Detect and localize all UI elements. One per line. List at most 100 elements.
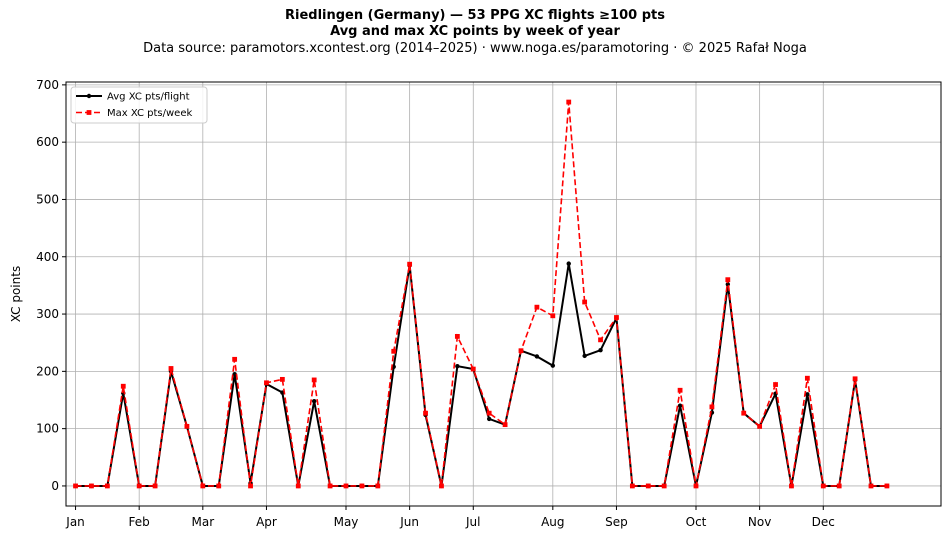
data-point [104, 483, 110, 489]
data-point [120, 383, 126, 389]
legend-label: Max XC pts/week [107, 108, 192, 119]
chart-title: Riedlingen (Germany) — 53 PPG XC flights… [285, 8, 665, 23]
series-layer [73, 99, 890, 489]
data-point [136, 483, 142, 489]
data-point [89, 483, 94, 489]
data-point [677, 387, 683, 393]
x-tick-label-jul: Jul [465, 515, 480, 529]
plot-frame [65, 81, 942, 507]
data-point [343, 483, 349, 489]
y-tick-label: 100 [36, 422, 59, 436]
data-point [820, 483, 826, 489]
y-tick-label: 400 [36, 250, 59, 264]
data-point [295, 483, 301, 489]
data-point [693, 483, 699, 489]
data-point [852, 376, 858, 382]
y-tick-label: 300 [36, 307, 59, 321]
data-point [804, 375, 810, 381]
data-point [454, 334, 460, 339]
x-axis-ticks: Jan Feb Mar Apr May Jun Jul Aug Sep Oct Nov Dec [65, 506, 835, 529]
data-point [661, 483, 667, 489]
data-point [423, 410, 428, 416]
data-point [757, 423, 763, 429]
data-point [232, 356, 238, 362]
data-point [232, 372, 237, 377]
data-point [598, 347, 603, 353]
legend: Avg XC pts/flight Max XC pts/week [70, 86, 208, 124]
y-tick-label: 600 [36, 135, 59, 149]
data-point [836, 483, 842, 489]
data-point [359, 483, 365, 489]
data-point [534, 354, 540, 359]
data-point [709, 404, 715, 410]
data-point [439, 483, 444, 489]
data-point [868, 483, 874, 489]
data-point [407, 261, 413, 267]
series-line [75, 101, 887, 487]
y-axis-ticks: 0 100 200 300 400 500 600 700 [36, 78, 66, 493]
data-point [773, 382, 778, 387]
x-tick-label-may: May [334, 515, 359, 529]
data-point [486, 416, 492, 422]
data-point [216, 483, 222, 489]
data-point [582, 353, 587, 359]
series-line [75, 263, 887, 487]
data-point [375, 483, 381, 489]
x-tick-label-jan: Jan [65, 515, 85, 529]
data-point [73, 483, 78, 489]
data-point [566, 261, 571, 266]
data-point [805, 392, 810, 397]
data-point [598, 337, 603, 343]
data-point [566, 99, 572, 105]
data-point [629, 483, 635, 489]
x-tick-label-dec: Dec [812, 515, 835, 529]
data-point [502, 422, 508, 428]
x-tick-label-oct: Oct [686, 515, 707, 529]
series-max [73, 99, 890, 489]
data-point [264, 380, 269, 386]
y-tick-label: 500 [36, 192, 59, 206]
data-point [327, 483, 333, 489]
x-tick-label-feb: Feb [129, 515, 150, 529]
data-point [550, 363, 556, 368]
x-tick-label-jun: Jun [399, 515, 419, 529]
data-point [614, 315, 619, 320]
series-avg [73, 261, 890, 489]
data-point [200, 483, 206, 489]
y-tick-label: 0 [51, 479, 59, 493]
data-point [455, 363, 460, 369]
x-tick-label-sep: Sep [605, 515, 628, 529]
data-point [582, 299, 588, 305]
data-point [550, 313, 556, 319]
data-point [741, 410, 747, 416]
legend-label: Avg XC pts/flight [107, 92, 190, 103]
x-tick-label-mar: Mar [191, 515, 214, 529]
y-tick-label: 200 [36, 364, 59, 378]
data-point [789, 483, 794, 489]
data-point [534, 304, 540, 310]
data-point [725, 277, 731, 283]
chart-titles: Riedlingen (Germany) — 53 PPG XC flights… [0, 8, 950, 58]
legend-box [70, 86, 208, 124]
data-point [311, 398, 317, 404]
data-point [677, 403, 683, 408]
data-point [311, 377, 317, 383]
data-point [884, 483, 890, 489]
chart-subtitle: Avg and max XC points by week of year [330, 24, 620, 39]
data-point [152, 483, 158, 489]
x-tick-label-apr: Apr [256, 515, 277, 529]
data-point [279, 376, 285, 382]
data-point [486, 410, 492, 416]
data-point [168, 366, 174, 371]
legend-swatch-marker [86, 110, 92, 115]
data-point [645, 483, 651, 489]
grid-lines [66, 82, 941, 506]
data-point [184, 423, 190, 429]
legend-swatch-marker [86, 93, 92, 99]
data-point [518, 348, 524, 354]
data-point [470, 366, 476, 372]
x-tick-label-aug: Aug [541, 515, 564, 529]
data-point [248, 483, 253, 489]
data-point [391, 348, 397, 354]
